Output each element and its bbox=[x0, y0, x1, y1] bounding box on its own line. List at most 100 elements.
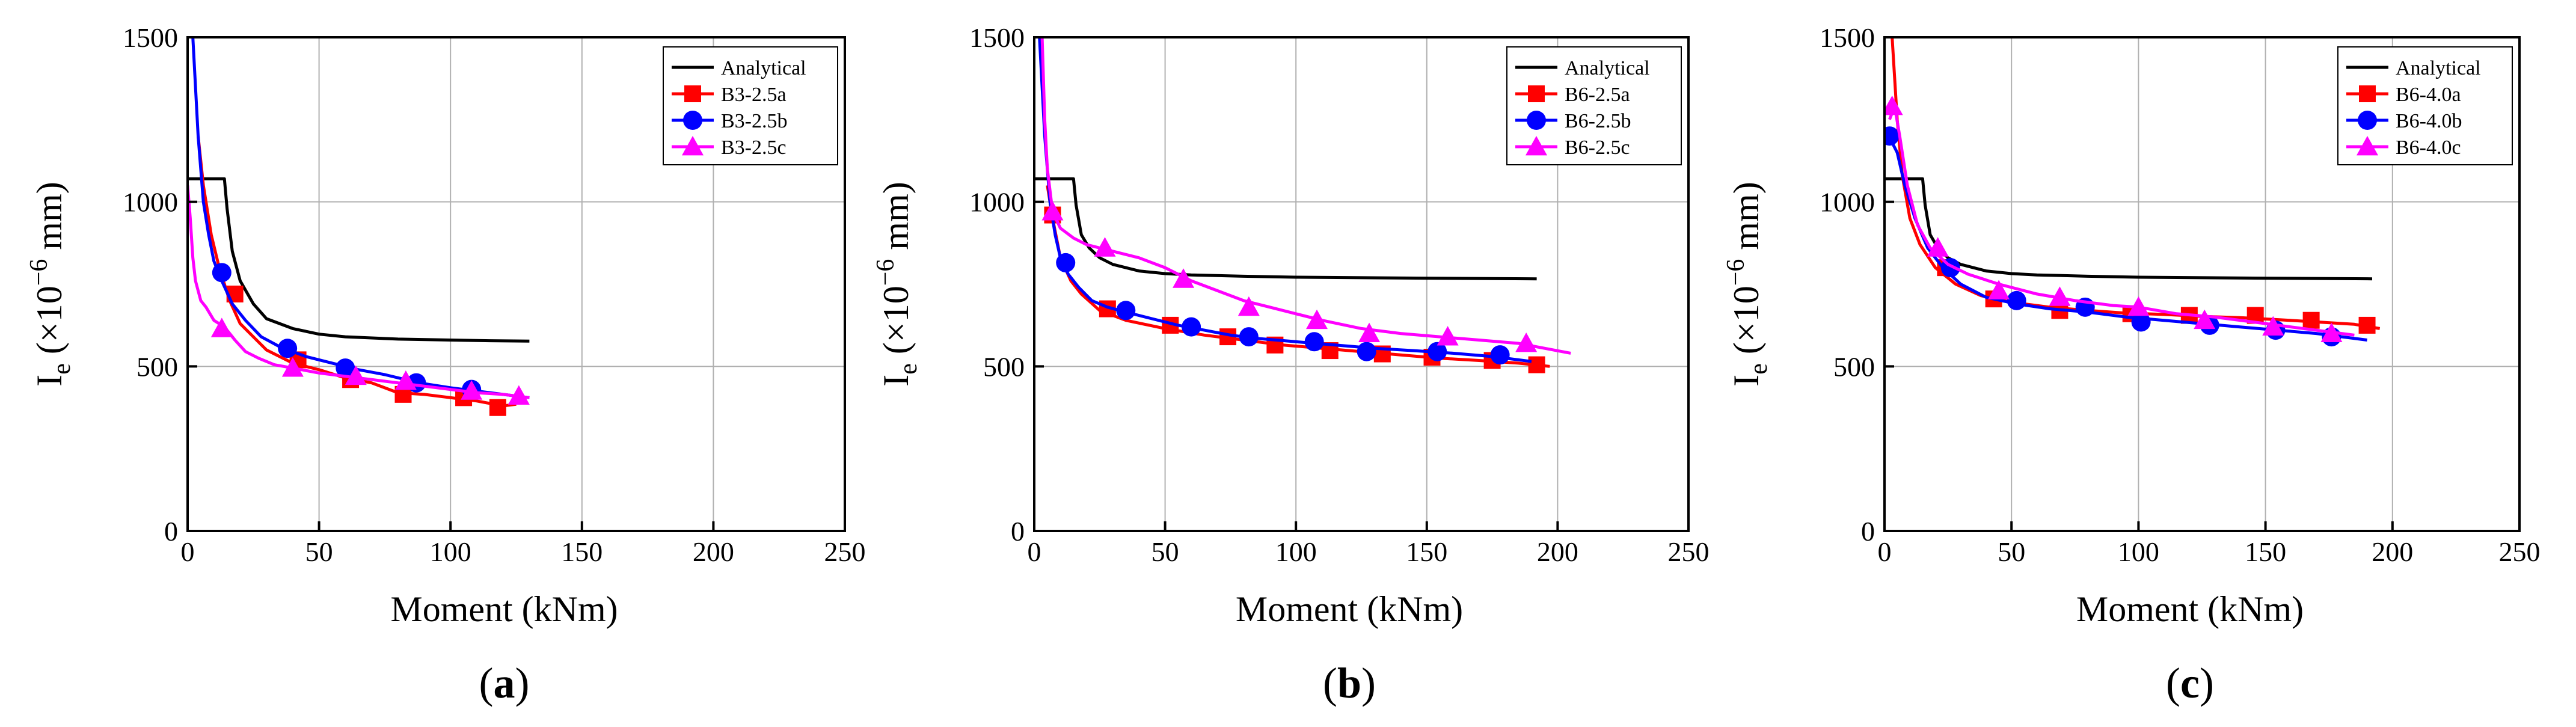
marker-triangle-0 bbox=[1041, 201, 1064, 221]
marker-square-legend-1 bbox=[684, 85, 701, 102]
y-tick-label: 1500 bbox=[969, 22, 1025, 53]
marker-square-6 bbox=[2302, 311, 2320, 329]
y-tick-label: 1000 bbox=[969, 187, 1025, 218]
y-tick-label: 500 bbox=[136, 351, 178, 382]
x-tick-label: 0 bbox=[1878, 536, 1892, 567]
y-axis-title: Ie (×10−6 mm) bbox=[872, 182, 922, 386]
marker-triangle-5 bbox=[1358, 322, 1381, 342]
series-line-B6-4.0c bbox=[1888, 105, 2355, 337]
legend-label: Analytical bbox=[2396, 57, 2481, 79]
series-group bbox=[1884, 37, 2381, 347]
legend-label: B6-4.0b bbox=[2396, 110, 2462, 132]
series-line-B6-2.5b bbox=[1038, 37, 1532, 363]
marker-triangle-3 bbox=[2049, 286, 2071, 306]
chart-panel-b: 0 50 100 150 200 250 0 500 1000 1500 Moment (kNm) I… bbox=[872, 22, 1710, 707]
series-group bbox=[188, 37, 530, 416]
marker-triangle-3 bbox=[1237, 296, 1260, 316]
marker-triangle-1 bbox=[1927, 237, 1949, 257]
marker-triangle-5 bbox=[508, 385, 530, 405]
x-tick-label: 150 bbox=[561, 536, 603, 567]
series-group bbox=[1034, 37, 1571, 373]
marker-square-legend-1 bbox=[1528, 85, 1545, 102]
marker-triangle-0 bbox=[210, 317, 233, 337]
marker-circle-4 bbox=[2131, 312, 2151, 332]
plot-frame bbox=[1033, 36, 1690, 532]
y-axis-title-text: Ie (×10−6 mm) bbox=[1722, 182, 1773, 386]
legend: Analytical B6-4.0a B6-4.0b B6-4.0c bbox=[2337, 46, 2513, 165]
marker-circle-0 bbox=[212, 263, 232, 283]
panel-label: (c) bbox=[2166, 659, 2214, 707]
marker-circle-5 bbox=[1357, 342, 1376, 361]
y-axis-title: Ie (×10−6 mm) bbox=[1722, 182, 1773, 386]
legend-label: B6-4.0a bbox=[2396, 84, 2461, 106]
marker-triangle-2 bbox=[1173, 268, 1195, 288]
marker-square-5 bbox=[489, 399, 506, 416]
marker-triangle-2 bbox=[1988, 280, 2010, 299]
series-line-Analytical bbox=[188, 177, 530, 343]
x-tick-label: 100 bbox=[430, 536, 471, 567]
marker-square-9 bbox=[1528, 356, 1545, 373]
legend: Analytical B6-2.5a B6-2.5b B6-2.5c bbox=[1506, 46, 1682, 165]
marker-triangle-legend-3 bbox=[1526, 136, 1547, 156]
panel-label: (a) bbox=[479, 659, 530, 707]
x-axis-title: Moment (kNm) bbox=[2076, 589, 2304, 629]
x-tick-label: 50 bbox=[1152, 536, 1179, 567]
series-line-Analytical bbox=[1884, 177, 2373, 281]
marker-circle-legend-2 bbox=[2358, 111, 2377, 130]
marker-circle-2 bbox=[2007, 290, 2026, 310]
x-tick-label: 150 bbox=[2245, 536, 2286, 567]
x-tick-label: 250 bbox=[1668, 536, 1710, 567]
legend-label: Analytical bbox=[1565, 57, 1650, 79]
marker-circle-legend-2 bbox=[683, 111, 702, 130]
series-line-Analytical bbox=[1034, 177, 1537, 281]
marker-triangle-3 bbox=[394, 370, 417, 390]
marker-triangle-5 bbox=[2194, 309, 2216, 330]
marker-triangle-4 bbox=[1306, 309, 1328, 330]
y-tick-label: 1500 bbox=[1820, 22, 1875, 53]
x-tick-label: 100 bbox=[2118, 536, 2159, 567]
marker-circle-2 bbox=[1182, 317, 1201, 337]
marker-circle-6 bbox=[1428, 342, 1447, 361]
y-tick-label: 0 bbox=[1861, 516, 1875, 547]
marker-triangle-6 bbox=[2262, 316, 2284, 336]
marker-triangle-legend-3 bbox=[682, 136, 704, 156]
marker-triangle-7 bbox=[1515, 333, 1538, 352]
x-tick-label: 50 bbox=[305, 536, 333, 567]
marker-circle-2 bbox=[336, 358, 355, 378]
legend-label: B3-2.5c bbox=[721, 137, 787, 159]
y-tick-label: 0 bbox=[164, 516, 178, 547]
y-tick-label: 500 bbox=[983, 351, 1025, 382]
marker-square-legend-1 bbox=[2359, 85, 2376, 102]
panel-label: (b) bbox=[1323, 659, 1376, 707]
x-axis-title: Moment (kNm) bbox=[1236, 589, 1463, 629]
marker-triangle-4 bbox=[461, 380, 483, 400]
marker-triangle-0 bbox=[1884, 95, 1903, 115]
x-tick-label: 150 bbox=[1406, 536, 1447, 567]
x-tick-label: 200 bbox=[1537, 536, 1578, 567]
marker-triangle-6 bbox=[1437, 326, 1459, 346]
legend-label: B3-2.5b bbox=[721, 110, 788, 132]
y-tick-label: 1000 bbox=[1820, 187, 1875, 218]
y-tick-label: 0 bbox=[1011, 516, 1025, 547]
legend: Analytical B3-2.5a B3-2.5b B3-2.5c bbox=[663, 46, 838, 165]
y-axis-title: Ie (×10−6 mm) bbox=[25, 182, 76, 386]
x-tick-label: 200 bbox=[693, 536, 734, 567]
y-axis-title-text: Ie (×10−6 mm) bbox=[25, 182, 76, 386]
legend-label: B6-4.0c bbox=[2396, 137, 2461, 159]
marker-circle-0 bbox=[1884, 126, 1900, 146]
y-axis-title-text: Ie (×10−6 mm) bbox=[872, 182, 922, 386]
y-tick-label: 500 bbox=[1833, 351, 1875, 382]
plot-frame bbox=[1883, 36, 2521, 532]
series-line-B3-2.5b bbox=[191, 37, 530, 399]
series-line-B3-2.5c bbox=[188, 185, 530, 399]
y-tick-label: 1500 bbox=[123, 22, 178, 53]
marker-circle-0 bbox=[1056, 253, 1076, 272]
x-axis-title: Moment (kNm) bbox=[390, 589, 618, 629]
plot-frame bbox=[186, 36, 846, 532]
x-tick-label: 50 bbox=[1998, 536, 2025, 567]
marker-triangle-7 bbox=[2320, 322, 2343, 342]
marker-triangle-4 bbox=[2127, 296, 2150, 316]
x-tick-label: 0 bbox=[181, 536, 195, 567]
x-tick-label: 0 bbox=[1028, 536, 1041, 567]
